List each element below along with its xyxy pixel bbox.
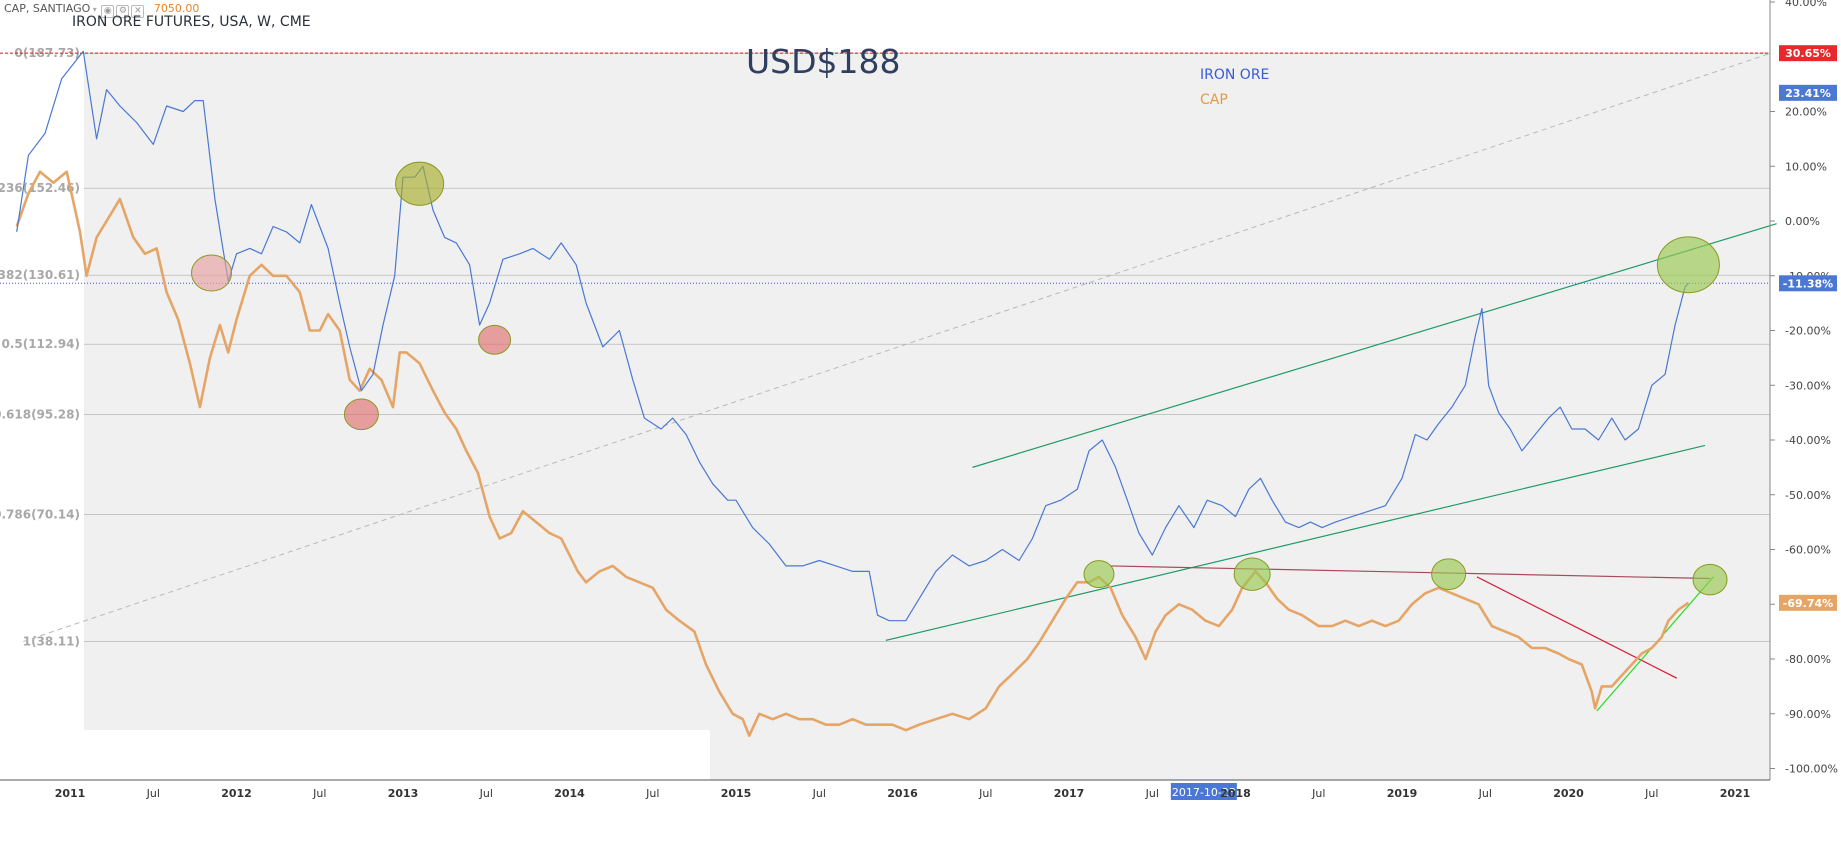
x-axis-tick-label: 2021: [1720, 787, 1751, 800]
fib-label: 0.382(130.61): [0, 268, 80, 282]
y-axis-tick-label: -50.00%: [1785, 489, 1831, 502]
y-axis-tick-label: -90.00%: [1785, 708, 1831, 721]
highlight-circle: [1083, 560, 1115, 589]
x-axis-tick-label: 2016: [887, 787, 918, 800]
crosshair-date-label: 2017-10-23: [1172, 786, 1236, 799]
highlight-circle: [395, 161, 445, 206]
y-axis-tick-label: -40.00%: [1785, 434, 1831, 447]
fib-label: 1(38.11): [23, 634, 80, 648]
x-axis-tick-label: Jul: [645, 787, 659, 800]
gear-icon[interactable]: ⚙: [116, 5, 130, 18]
chart-annotation-title: USD$188: [746, 42, 901, 81]
x-axis-tick-label: Jul: [812, 787, 826, 800]
x-axis-tick-label: 2013: [388, 787, 419, 800]
y-axis-tick-label: -100.00%: [1785, 763, 1838, 776]
x-axis-tick-label: 2011: [55, 787, 86, 800]
x-axis-tick-label: 2012: [221, 787, 252, 800]
y-axis-badge-label: 30.65%: [1785, 47, 1831, 60]
y-axis-tick-label: 20.00%: [1785, 106, 1827, 119]
x-axis-tick-label: Jul: [1478, 787, 1492, 800]
y-axis-tick-label: -30.00%: [1785, 379, 1831, 392]
trendline-channel-bottom: [885, 444, 1706, 641]
highlight-circle: [1233, 557, 1271, 591]
fib-label: 0.236(152.46): [0, 181, 80, 195]
x-axis-tick-label: 2015: [721, 787, 752, 800]
x-axis-tick-label: Jul: [1644, 787, 1658, 800]
y-axis-tick-label: -60.00%: [1785, 544, 1831, 557]
chart-panel-background-lower: [710, 720, 1770, 780]
x-axis-tick-label: Jul: [1311, 787, 1325, 800]
trendline-dashed: [23, 53, 1769, 642]
highlight-circle: [343, 398, 379, 431]
x-axis-tick-label: Jul: [978, 787, 992, 800]
highlight-circle: [1431, 558, 1467, 590]
y-axis-badge: [1779, 84, 1837, 101]
symbol-name[interactable]: CAP, SANTIAGO: [4, 2, 91, 15]
x-axis-tick-label: 2018: [1220, 787, 1251, 800]
highlight-circle: [1656, 236, 1720, 294]
legend-cap: CAP: [1200, 92, 1228, 108]
y-axis-badge-label: -11.38%: [1783, 277, 1833, 290]
y-axis-badge: [1779, 45, 1837, 62]
trendline-downtrend: [1476, 576, 1677, 679]
y-axis-badge-label: 23.41%: [1785, 87, 1831, 100]
highlight-circle: [191, 254, 233, 292]
y-axis-tick-label: 10.00%: [1785, 160, 1827, 173]
last-price: 7050.00: [153, 2, 200, 15]
x-axis-tick-label: Jul: [146, 787, 160, 800]
y-axis-tick-label: 40.00%: [1785, 0, 1827, 9]
compare-symbol-title[interactable]: IRON ORE FUTURES, USA, W, CME: [72, 14, 311, 30]
y-axis-tick-label: 0.00%: [1785, 215, 1820, 228]
legend-iron-ore: IRON ORE: [1200, 67, 1270, 83]
series-line-iron-ore: [16, 50, 1689, 622]
x-axis-tick-label: Jul: [1145, 787, 1159, 800]
x-axis-tick-label: 2014: [554, 787, 585, 800]
fib-label: 0.618(95.28): [0, 407, 80, 421]
eye-icon[interactable]: ◉: [101, 5, 115, 18]
x-axis-tick-label: Jul: [312, 787, 326, 800]
x-axis-tick-label: 2020: [1553, 787, 1584, 800]
y-axis-badge-label: -69.74%: [1783, 597, 1833, 610]
highlight-circle: [1692, 563, 1728, 596]
x-axis-tick-label: 2019: [1387, 787, 1418, 800]
y-axis-tick-label: -20.00%: [1785, 325, 1831, 338]
x-axis-tick-label: 2017: [1054, 787, 1085, 800]
fib-label: 0.5(112.94): [1, 337, 80, 351]
fib-label: 0.786(70.14): [0, 507, 80, 521]
x-axis-tick-label: Jul: [479, 787, 493, 800]
highlight-circle: [478, 324, 512, 355]
chart-panel-background: [84, 52, 1770, 730]
y-axis-tick-label: -80.00%: [1785, 653, 1831, 666]
series-line-cap: [15, 170, 1690, 737]
trendline-resistance: [1110, 565, 1711, 580]
y-axis-badge: [1779, 594, 1837, 611]
trendline-channel-top: [972, 223, 1777, 468]
y-axis-badge: [1779, 275, 1837, 292]
crosshair-date-badge: [1170, 783, 1237, 800]
symbol-header: CAP, SANTIAGO ▾ ◉ ⚙ ✕ 7050.00: [4, 2, 200, 18]
